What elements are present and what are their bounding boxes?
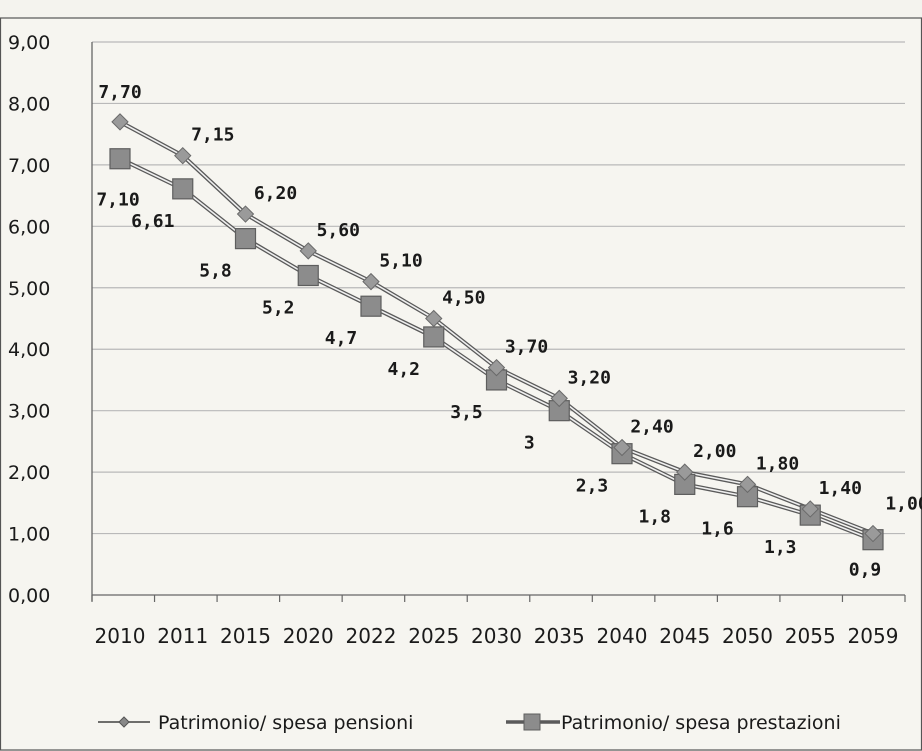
x-tick-label: 2055: [785, 624, 836, 648]
pensioni-point: [299, 242, 317, 260]
prestazioni-data-label: 3,5: [450, 402, 483, 423]
prestazioni-data-label: 7,10: [96, 190, 139, 211]
legend-prestazioni-label: Patrimonio/ spesa prestazioni: [561, 712, 841, 734]
x-tick-label: 2050: [722, 624, 773, 648]
gridlines: [92, 41, 905, 535]
pensioni-data-label: 3,20: [568, 367, 611, 388]
prestazioni-point: [360, 295, 382, 317]
pensioni-point: [236, 205, 255, 223]
legend-prestazioni-marker: [523, 713, 541, 731]
y-tick-label: 3,00: [8, 401, 50, 423]
prestazioni-point: [423, 326, 445, 348]
prestazioni-data-label: 1,3: [764, 537, 797, 558]
legend-pensioni-marker: [118, 716, 130, 728]
y-tick-label: 4,00: [8, 339, 50, 361]
series-layer: [109, 113, 884, 551]
prestazioni-data-label: 2,3: [576, 476, 609, 497]
prestazioni-data-label: 6,61: [131, 211, 174, 232]
pensioni-data-label: 3,70: [505, 337, 548, 358]
prestazioni-data-label: 4,2: [387, 359, 420, 380]
x-tick-label: 2035: [534, 624, 585, 648]
y-tick-label: 1,00: [8, 524, 50, 546]
pensioni-point: [864, 524, 882, 543]
prestazioni-data-label: 0,9: [849, 560, 882, 581]
pensioni-data-label: 2,00: [693, 441, 736, 462]
pensioni-point: [111, 113, 129, 131]
pensioni-data-label: 7,15: [191, 125, 234, 146]
y-axis: 0,00 1,00 2,00 3,00 4,00 5,00 6,00 7,00 8,00 9,00: [8, 32, 93, 607]
prestazioni-data-label: 1,6: [701, 519, 734, 540]
x-tick-label: 2045: [659, 624, 710, 648]
pensioni-point: [801, 500, 819, 518]
data-labels: 7,70 7,15 6,20 5,60 5,10 4,50 3,70 3,20 2,40 2,00…: [96, 82, 922, 581]
pensioni-data-label: 2,40: [630, 417, 673, 438]
legend: Patrimonio/ spesa pensioni Patrimonio/ sp…: [98, 712, 841, 734]
prestazioni-data-label: 1,8: [638, 506, 671, 527]
pensioni-data-label: 4,50: [442, 288, 485, 309]
pensioni-point: [550, 389, 568, 408]
prestazioni-point: [297, 264, 319, 287]
x-tick-label: 2030: [471, 624, 522, 648]
y-tick-label: 7,00: [8, 155, 50, 177]
pensioni-point: [738, 475, 757, 494]
prestazioni-data-label: 4,7: [325, 328, 358, 349]
x-tick-label: 2040: [597, 624, 648, 648]
prestazioni-data-label: 5,8: [199, 261, 232, 282]
pensioni-point: [676, 463, 694, 481]
y-tick-label: 6,00: [8, 216, 50, 238]
legend-pensioni-label: Patrimonio/ spesa pensioni: [158, 712, 413, 734]
y-tick-label: 9,00: [8, 32, 50, 54]
y-tick-label: 8,00: [8, 93, 50, 115]
x-tick-label: 2059: [848, 624, 899, 648]
x-tick-label: 2015: [220, 624, 271, 648]
pensioni-data-label: 5,60: [317, 220, 360, 241]
pensioni-point: [425, 309, 443, 328]
x-tick-label: 2010: [95, 624, 146, 648]
pensioni-data-label: 1,00: [885, 494, 922, 515]
pensioni-data-label: 1,40: [819, 478, 862, 499]
y-tick-label: 0,00: [8, 585, 50, 607]
y-tick-label: 5,00: [8, 278, 50, 300]
prestazioni-data-label: 3: [524, 433, 535, 454]
pensioni-data-label: 5,10: [379, 251, 422, 272]
prestazioni-point: [234, 228, 257, 250]
y-tick-label: 2,00: [8, 462, 50, 484]
prestazioni-point: [109, 148, 131, 170]
pensioni-point: [174, 146, 192, 165]
prestazioni-point: [172, 178, 194, 200]
x-tick-label: 2011: [157, 624, 208, 648]
pensioni-point: [613, 438, 631, 457]
x-tick-label: 2020: [283, 624, 334, 648]
pensioni-data-label: 7,70: [98, 82, 141, 103]
x-axis: 2010 2011 2015 2020 2022 2025 2030 2035 2040 2045…: [91, 594, 906, 648]
pensioni-data-label: 6,20: [254, 183, 297, 204]
pensioni-data-label: 1,80: [756, 453, 799, 474]
pensioni-point: [362, 272, 380, 291]
pensioni-point: [487, 358, 506, 377]
x-tick-label: 2025: [408, 624, 459, 648]
x-tick-label: 2022: [346, 624, 397, 648]
prestazioni-data-label: 5,2: [262, 297, 295, 318]
